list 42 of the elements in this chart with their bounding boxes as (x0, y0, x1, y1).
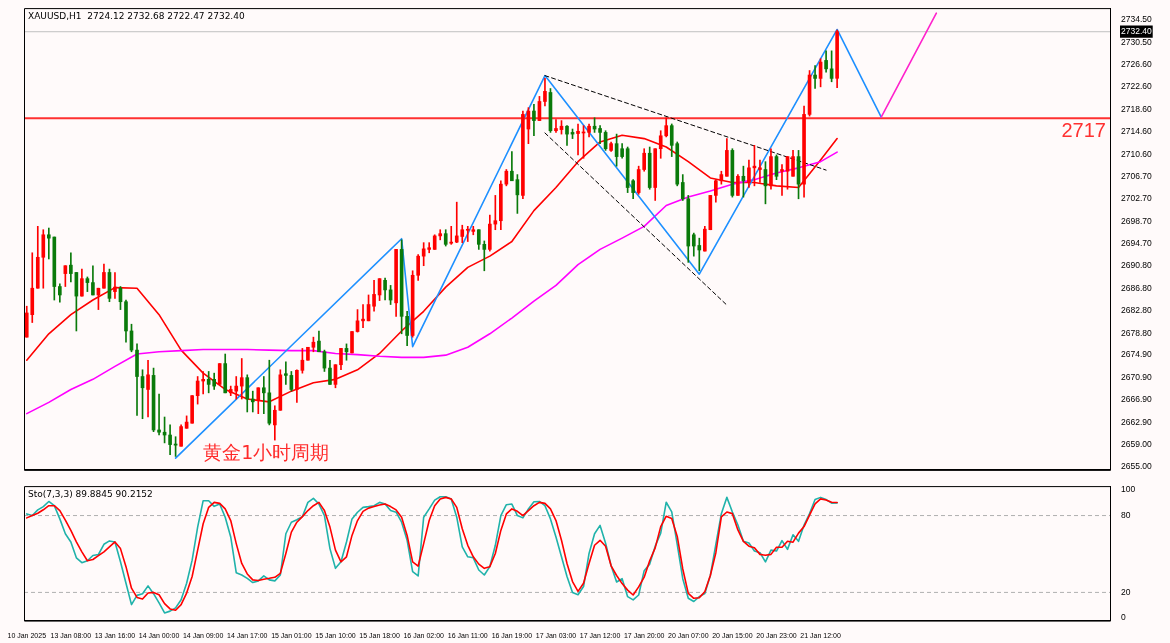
candlestick (576, 123, 580, 156)
y-tick-label: 2655.00 (1121, 461, 1152, 472)
y-tick-label: 0 (1121, 612, 1126, 623)
y-tick-label: 2730.50 (1121, 36, 1152, 47)
annotation: 黄金1小时周期 (203, 441, 330, 464)
y-tick-label: 2698.70 (1121, 215, 1152, 226)
candlestick (239, 358, 244, 400)
y-tick-label: 2694.70 (1121, 238, 1152, 249)
y-tick-label: 2732.40 (1121, 26, 1152, 37)
y-tick-label: 2682.80 (1121, 305, 1152, 316)
y-tick-label: 2726.60 (1121, 58, 1152, 69)
y-tick-label: 2670.90 (1121, 372, 1152, 382)
y-tick-label: 2678.80 (1121, 327, 1152, 338)
y-tick-label: 2690.80 (1121, 260, 1152, 271)
y-tick-label: 2714.60 (1121, 126, 1152, 137)
y-tick-label: 2666.90 (1121, 394, 1152, 405)
candlestick (813, 65, 817, 89)
candlestick (157, 393, 161, 436)
chart-title: Sto(7,3,3) 89.8845 90.2152 (28, 488, 153, 499)
y-tick-label: 2674.90 (1121, 349, 1152, 360)
y-tick-label: 2686.80 (1121, 282, 1152, 293)
y-tick-label: 100 (1121, 484, 1136, 495)
candlestick (598, 125, 602, 144)
y-tick-label: 2722.60 (1121, 81, 1152, 92)
y-tick-label: 2702.70 (1121, 193, 1152, 204)
candlestick (284, 361, 288, 385)
y-tick-label: 80 (1121, 509, 1131, 520)
candlestick (449, 226, 454, 245)
y-tick-label: 2659.00 (1121, 438, 1152, 449)
chart-title: XAUUSD,H1 2724.12 2732.68 2722.47 2732.40 (28, 10, 245, 21)
candlestick (261, 376, 266, 414)
y-tick-label: 2710.60 (1121, 148, 1152, 159)
ref-line-label: 2717 (1061, 118, 1106, 141)
candlestick (113, 272, 117, 299)
y-tick-label: 2734.50 (1121, 14, 1152, 25)
y-tick-label: 20 (1121, 586, 1131, 597)
candlestick (554, 119, 558, 133)
candlestick (250, 390, 255, 413)
y-tick-label: 2706.70 (1121, 170, 1152, 181)
y-tick-label: 2718.60 (1121, 103, 1152, 114)
y-tick-label: 2662.90 (1121, 417, 1152, 427)
candlestick (780, 164, 784, 196)
